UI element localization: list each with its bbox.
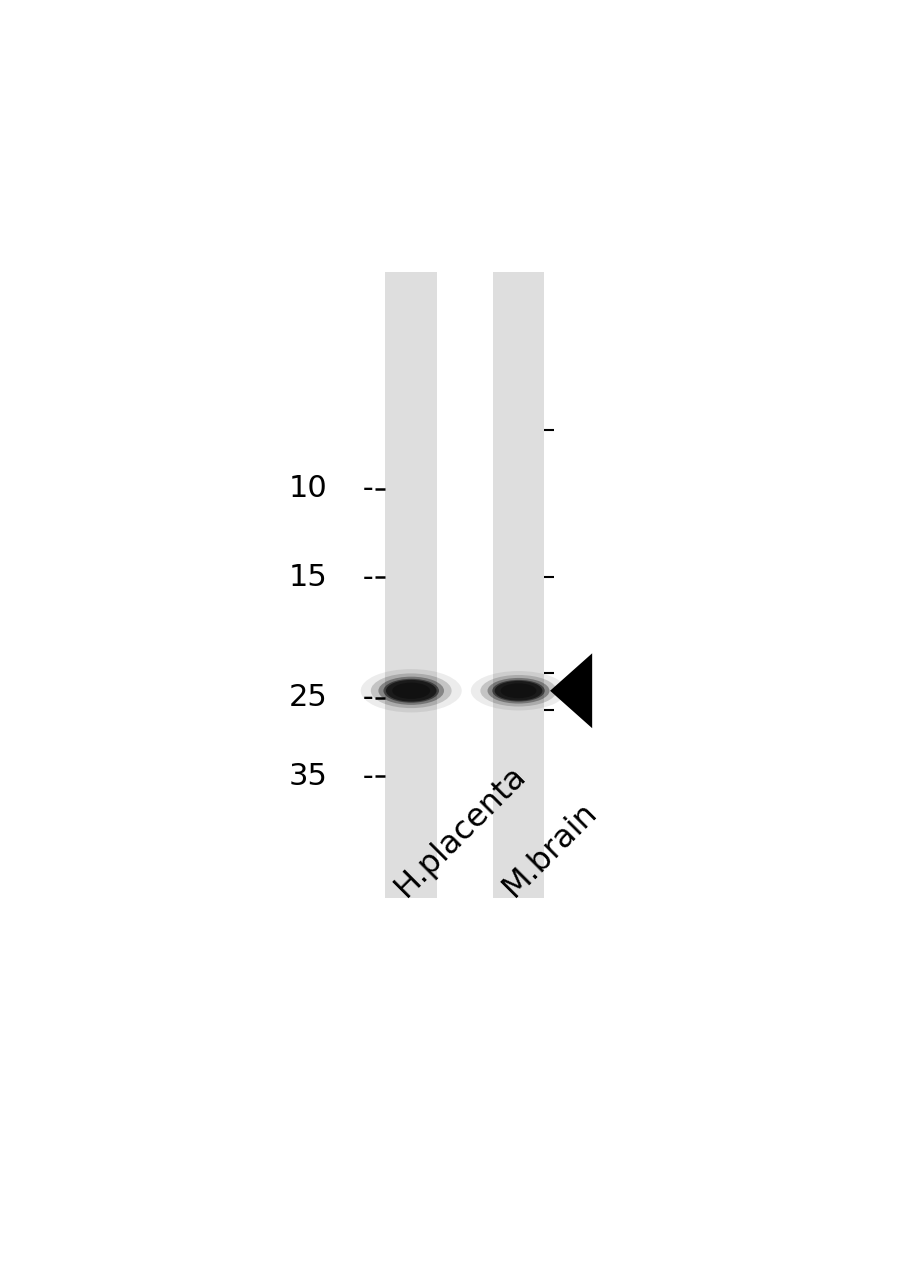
- Ellipse shape: [471, 671, 567, 710]
- Ellipse shape: [361, 669, 462, 713]
- Bar: [386, 271, 437, 897]
- Ellipse shape: [500, 684, 537, 698]
- Bar: [492, 271, 545, 897]
- Ellipse shape: [371, 673, 452, 708]
- Text: -: -: [353, 762, 374, 791]
- Text: 25: 25: [289, 684, 327, 712]
- Ellipse shape: [488, 678, 549, 704]
- Text: -: -: [353, 684, 374, 712]
- Text: 15: 15: [289, 563, 327, 591]
- Ellipse shape: [492, 680, 545, 701]
- Ellipse shape: [495, 681, 542, 700]
- Text: -: -: [353, 474, 374, 503]
- Polygon shape: [550, 653, 592, 728]
- Text: 35: 35: [288, 762, 327, 791]
- Ellipse shape: [392, 682, 430, 699]
- Ellipse shape: [384, 678, 439, 703]
- Text: M.brain: M.brain: [497, 796, 604, 902]
- Text: H.placenta: H.placenta: [389, 759, 533, 902]
- Ellipse shape: [386, 680, 436, 701]
- Text: 10: 10: [289, 474, 327, 503]
- Ellipse shape: [481, 675, 557, 707]
- Ellipse shape: [378, 677, 444, 705]
- Text: -: -: [353, 563, 374, 591]
